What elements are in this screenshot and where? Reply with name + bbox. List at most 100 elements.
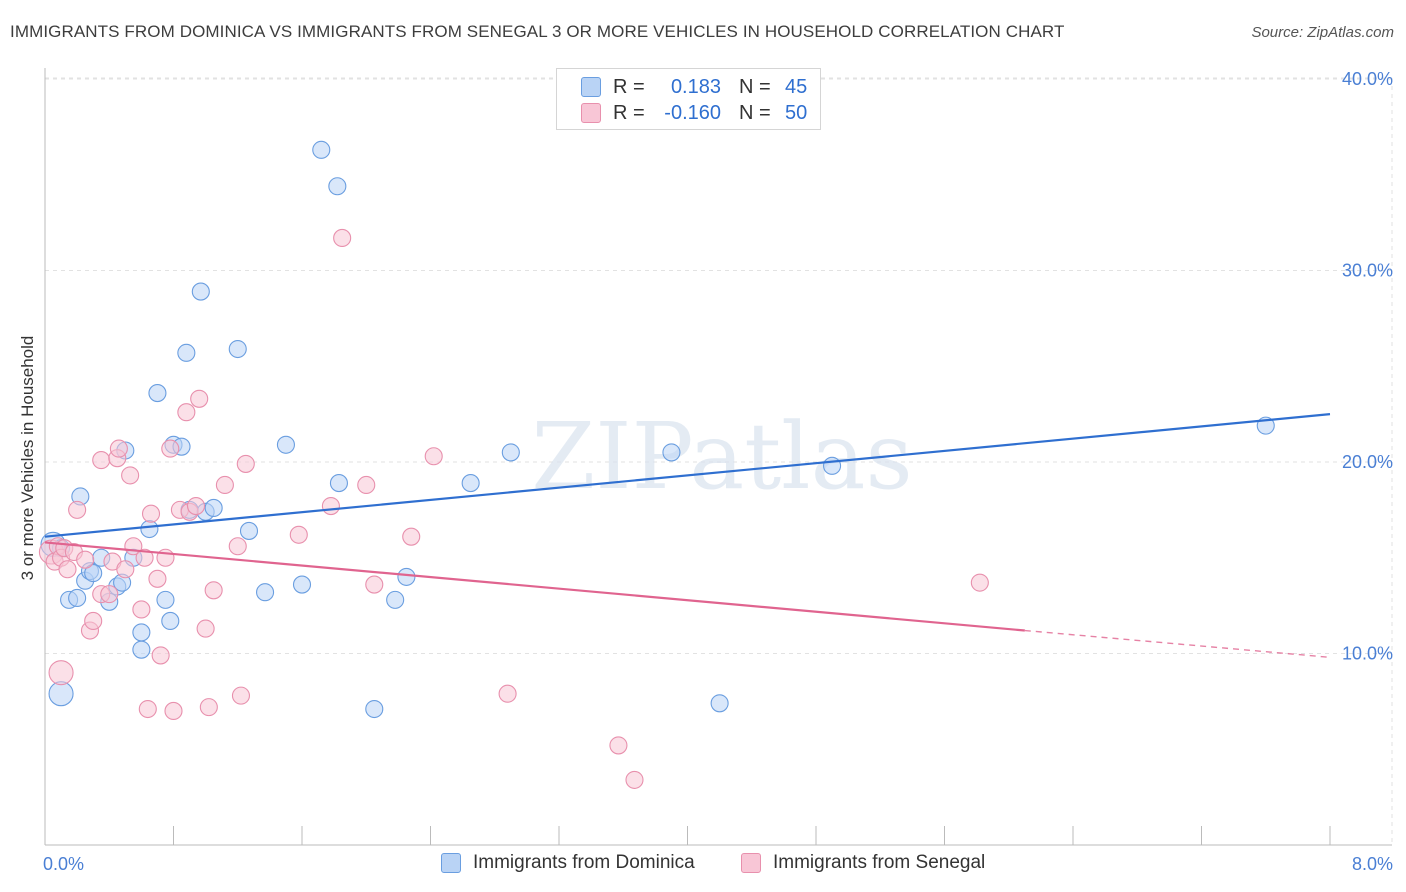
point-dominica: [161, 611, 180, 630]
point-senegal: [228, 537, 247, 556]
point-dominica: [501, 443, 520, 462]
point-dominica: [48, 681, 74, 707]
point-dominica: [177, 343, 196, 362]
point-dominica: [461, 474, 480, 493]
point-senegal: [333, 228, 352, 247]
point-senegal: [215, 475, 234, 495]
point-senegal: [48, 660, 74, 686]
point-senegal: [609, 736, 628, 755]
point-senegal: [186, 496, 206, 516]
legend-row-senegal: R = -0.160 N = 50: [581, 101, 807, 125]
point-dominica: [292, 575, 312, 594]
legend-n-label: N =: [739, 75, 771, 98]
point-senegal: [204, 581, 223, 600]
trend-lines: [44, 413, 1331, 659]
bottom-legend-swatch-dominica: [441, 853, 461, 873]
point-senegal: [199, 698, 218, 717]
legend-r-label: R =: [613, 75, 645, 98]
trend-line-dominica: [44, 413, 1331, 538]
point-senegal: [151, 646, 170, 665]
point-dominica: [191, 282, 210, 301]
source-label: Source: ZipAtlas.com: [1251, 24, 1394, 41]
legend-r-value-dominica: 0.183: [670, 75, 721, 98]
y-tick-label: 20.0%: [1342, 452, 1393, 472]
point-senegal: [109, 439, 128, 458]
point-dominica: [156, 590, 175, 609]
point-senegal: [196, 619, 215, 638]
bottom-legend-swatch-senegal: [741, 853, 761, 873]
point-dominica: [204, 498, 223, 518]
point-dominica: [239, 521, 259, 540]
chart-title: IMMIGRANTS FROM DOMINICA VS IMMIGRANTS F…: [10, 22, 1065, 41]
point-dominica: [312, 140, 331, 159]
legend-n-value-dominica: 45: [785, 75, 808, 98]
point-dominica: [68, 588, 87, 608]
point-dominica: [365, 699, 384, 719]
point-senegal: [100, 585, 119, 604]
point-senegal: [135, 548, 154, 567]
y-tick-label: 10.0%: [1342, 644, 1393, 664]
point-dominica: [329, 474, 348, 493]
y-axis-label: 3 or more Vehicles in Household: [18, 336, 37, 581]
point-senegal: [121, 466, 140, 485]
point-senegal: [92, 451, 111, 470]
point-dominica: [140, 519, 159, 539]
point-senegal: [132, 600, 151, 619]
point-dominica: [132, 623, 151, 642]
bottom-legend-label-dominica: Immigrants from Dominica: [473, 852, 695, 873]
trend-line-senegal-extension: [1024, 629, 1331, 659]
point-senegal: [289, 525, 308, 544]
point-senegal: [625, 770, 644, 789]
bottom-legend-senegal: Immigrants from Senegal: [741, 852, 985, 874]
x-tick-label: 0.0%: [43, 854, 84, 874]
y-tick-label: 30.0%: [1342, 261, 1393, 281]
bottom-legend-label-senegal: Immigrants from Senegal: [773, 852, 986, 873]
point-senegal: [148, 569, 167, 588]
point-senegal: [190, 389, 209, 408]
y-tick-label: 40.0%: [1342, 69, 1393, 89]
legend-r-value-senegal: -0.160: [664, 101, 721, 124]
point-senegal: [84, 611, 103, 630]
point-senegal: [164, 701, 183, 721]
point-dominica: [386, 590, 405, 609]
point-senegal: [498, 684, 517, 703]
point-senegal: [231, 686, 251, 705]
point-senegal: [424, 447, 443, 466]
legend-r-label: R =: [613, 101, 645, 124]
axes: [44, 68, 1392, 846]
tick-labels: 10.0% 20.0% 30.0% 40.0% 0.0% 8.0%: [43, 69, 1393, 874]
point-senegal: [357, 475, 376, 495]
point-senegal: [161, 439, 180, 458]
point-dominica: [84, 564, 103, 583]
point-dominica: [276, 435, 295, 454]
point-senegal: [76, 550, 95, 569]
point-senegal: [236, 454, 255, 473]
point-senegal: [970, 573, 989, 592]
watermark: ZIPatlas: [531, 403, 912, 510]
point-dominica: [397, 567, 416, 586]
point-senegal: [58, 560, 77, 579]
point-senegal: [177, 403, 196, 422]
legend: R = 0.183 N = 45 R = -0.160 N = 50: [556, 68, 821, 130]
point-senegal: [402, 527, 421, 546]
point-senegal: [365, 575, 384, 594]
point-dominica: [662, 443, 681, 462]
point-dominica: [823, 456, 842, 475]
x-tick-label: 8.0%: [1352, 854, 1393, 874]
trend-line-senegal: [44, 541, 1025, 632]
legend-row-dominica: R = 0.183 N = 45: [581, 75, 807, 99]
point-dominica: [148, 384, 167, 403]
point-dominica: [256, 583, 275, 602]
legend-n-label: N =: [739, 101, 771, 124]
legend-swatch-dominica: [581, 77, 601, 97]
point-dominica: [132, 640, 151, 659]
point-senegal: [321, 496, 340, 516]
point-senegal: [141, 504, 161, 523]
point-dominica: [328, 177, 347, 196]
point-senegal: [116, 560, 135, 579]
point-senegal: [68, 500, 87, 519]
legend-n-value-senegal: 50: [785, 101, 808, 124]
point-senegal: [138, 699, 157, 719]
legend-swatch-senegal: [581, 103, 601, 123]
